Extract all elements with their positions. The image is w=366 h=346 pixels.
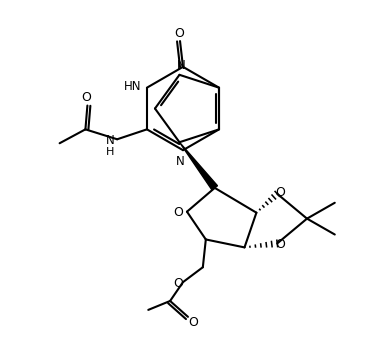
Text: N: N [177, 60, 186, 72]
Text: O: O [188, 316, 198, 329]
Text: O: O [173, 206, 183, 219]
Text: H: H [106, 147, 115, 157]
Text: O: O [174, 27, 184, 40]
Text: N: N [106, 134, 115, 147]
Polygon shape [179, 142, 217, 190]
Text: HN: HN [124, 80, 142, 93]
Text: O: O [173, 276, 183, 290]
Text: O: O [275, 238, 285, 251]
Text: N: N [176, 155, 184, 167]
Text: O: O [82, 91, 92, 104]
Text: O: O [275, 186, 285, 199]
